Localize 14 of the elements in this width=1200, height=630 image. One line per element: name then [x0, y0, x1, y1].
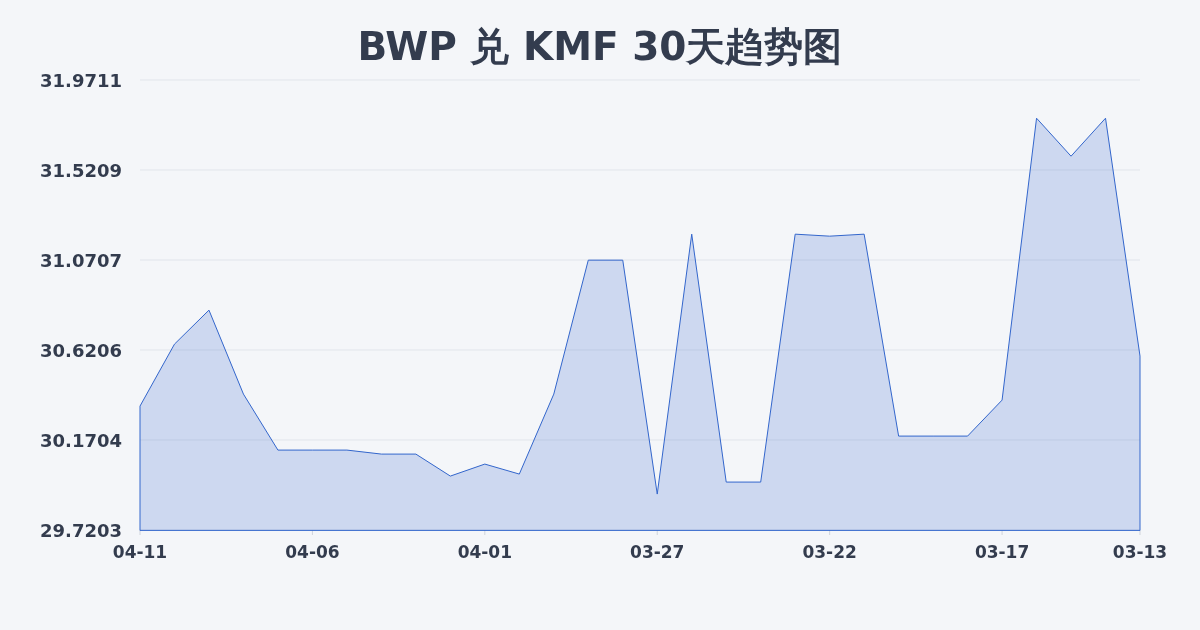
x-tick-label: 04-06 — [285, 542, 340, 562]
x-tick-label: 03-17 — [974, 542, 1030, 562]
y-tick-label: 31.5209 — [40, 159, 122, 181]
y-tick-label: 29.7203 — [40, 519, 122, 541]
x-tick-label: 03-22 — [802, 542, 857, 562]
y-tick-label: 30.6206 — [40, 339, 122, 361]
y-tick-label: 31.9711 — [40, 69, 122, 91]
x-tick-label: 04-01 — [457, 542, 513, 562]
y-tick-label: 31.0707 — [40, 249, 122, 271]
x-tick-label: 04-11 — [112, 542, 168, 562]
chart-title: BWP 兑 KMF 30天趋势图 — [357, 24, 843, 69]
y-tick-label: 30.1704 — [40, 429, 122, 451]
x-tick-label: 03-27 — [630, 542, 685, 562]
x-tick-label: 03-13 — [1112, 542, 1168, 562]
